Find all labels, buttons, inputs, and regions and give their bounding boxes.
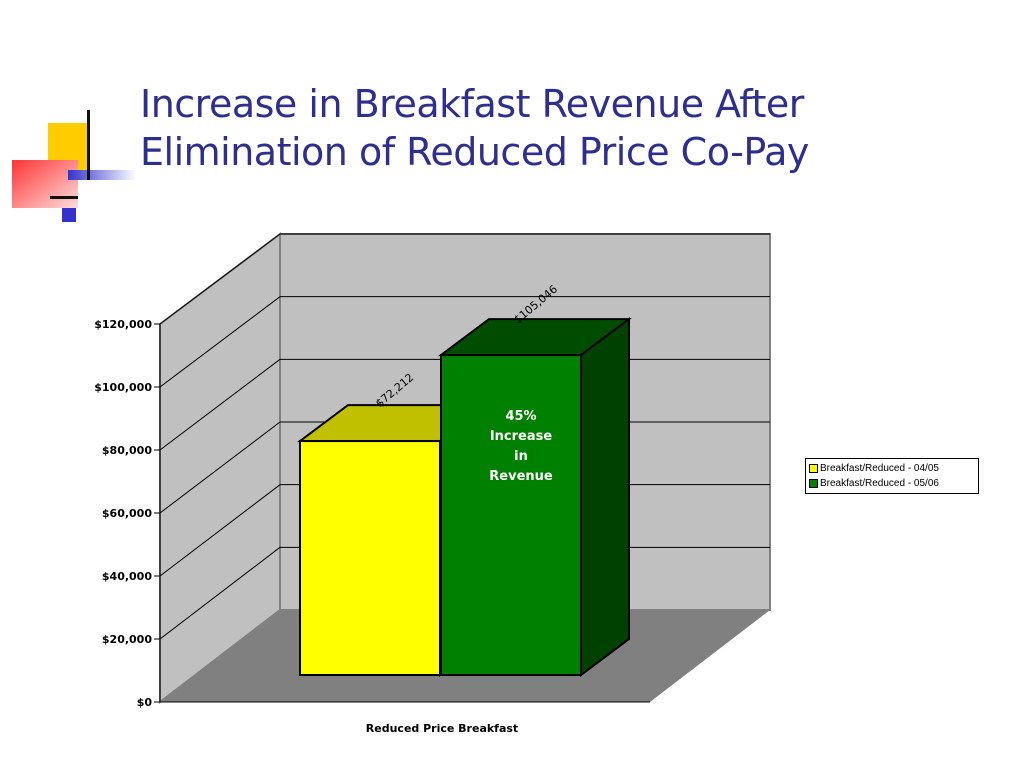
chart-legend: Breakfast/Reduced - 04/05 Breakfast/Redu… <box>805 458 979 494</box>
annotation-line-3: Revenue <box>489 469 553 484</box>
legend-label-0: Breakfast/Reduced - 04/05 <box>820 463 939 474</box>
y-tick-label-1: $20,000 <box>102 633 152 646</box>
annotation-line-2: in <box>514 449 528 464</box>
legend-label-1: Breakfast/Reduced - 05/06 <box>820 478 939 489</box>
bar-front-1 <box>440 354 582 676</box>
y-tick-label-3: $60,000 <box>102 507 152 520</box>
slide-title: Increase in Breakfast Revenue After Elim… <box>140 80 1000 176</box>
y-tick-label-4: $80,000 <box>102 444 152 457</box>
legend-swatch-0 <box>809 464 818 473</box>
y-tick-label-5: $100,000 <box>94 381 152 394</box>
gridline-side-5 <box>159 296 281 388</box>
y-tick-label-2: $40,000 <box>102 570 152 583</box>
y-tick-label-0: $0 <box>137 696 153 709</box>
gridline-side-4 <box>159 358 281 451</box>
gridline-side-6 <box>159 233 281 325</box>
legend-item-0404: Breakfast/Reduced - 04/05 <box>809 461 975 476</box>
bar-front-0 <box>299 440 441 677</box>
legend-swatch-1 <box>809 479 818 488</box>
annotation-line-1: Increase <box>490 429 553 444</box>
gridline-side-1 <box>159 546 281 640</box>
legend-item-0506: Breakfast/Reduced - 05/06 <box>809 476 975 491</box>
slide-title-line-1: Increase in Breakfast Revenue After <box>140 82 804 126</box>
annotation-line-0: 45% <box>505 409 536 424</box>
y-tick-label-6: $120,000 <box>94 318 152 331</box>
slide-title-line-2: Elimination of Reduced Price Co-Pay <box>140 130 809 174</box>
gridline-side-3 <box>159 421 281 514</box>
bar-side-1 <box>580 317 630 677</box>
x-axis-label: Reduced Price Breakfast <box>366 722 518 735</box>
gridline-side-2 <box>159 484 281 577</box>
title-accent-logo <box>0 0 140 230</box>
